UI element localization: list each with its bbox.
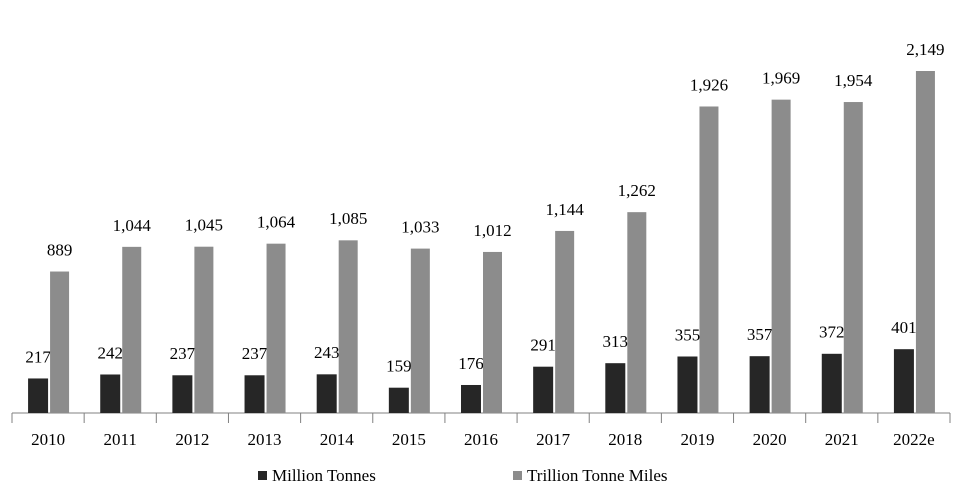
bar [555, 230, 575, 413]
x-tick-label: 2022e [893, 430, 935, 449]
value-label: 243 [314, 343, 340, 362]
value-label: 237 [170, 344, 196, 363]
bar [266, 243, 286, 413]
value-label: 1,044 [113, 216, 152, 235]
value-label: 1,085 [329, 209, 367, 228]
value-label: 401 [891, 318, 917, 337]
bar [843, 102, 863, 414]
x-tick-label: 2017 [536, 430, 571, 449]
legend-label: Million Tonnes [272, 466, 376, 485]
x-tick-label: 2018 [608, 430, 642, 449]
value-label: 889 [47, 240, 73, 259]
bar [122, 246, 142, 413]
bar [483, 251, 502, 413]
bar [316, 374, 337, 413]
value-label: 355 [675, 325, 701, 344]
x-tick-label: 2021 [825, 430, 859, 449]
bar [627, 212, 647, 413]
value-label: 313 [603, 332, 629, 351]
bar [100, 374, 121, 413]
bar [749, 356, 770, 413]
value-label: 2,149 [906, 40, 944, 59]
x-tick-label: 2019 [680, 430, 714, 449]
x-tick-label: 2014 [320, 430, 355, 449]
value-label: 291 [530, 336, 556, 355]
value-label: 1,033 [401, 218, 439, 237]
bar [28, 378, 49, 413]
bar [821, 353, 842, 413]
bar [699, 106, 719, 413]
x-tick-label: 2012 [175, 430, 209, 449]
x-tick-label: 2013 [248, 430, 282, 449]
value-label: 1,045 [185, 216, 223, 235]
bar [461, 384, 481, 413]
value-label: 1,969 [762, 69, 800, 88]
value-label: 357 [747, 325, 773, 344]
x-tick-label: 2011 [104, 430, 137, 449]
bar [172, 375, 193, 413]
legend-label: Trillion Tonne Miles [527, 466, 668, 485]
bar [605, 363, 626, 413]
value-label: 1,926 [690, 75, 728, 94]
bar [771, 99, 791, 414]
x-tick-label: 2010 [31, 430, 65, 449]
x-tick-label: 2016 [464, 430, 498, 449]
value-label: 1,262 [618, 181, 656, 200]
value-label: 217 [25, 347, 51, 366]
bar [677, 356, 698, 413]
value-label: 159 [386, 357, 412, 376]
bar [194, 246, 214, 413]
value-label: 1,012 [473, 221, 511, 240]
value-label: 372 [819, 323, 845, 342]
value-label: 1,064 [257, 213, 296, 232]
x-tick-label: 2020 [753, 430, 787, 449]
value-label: 237 [242, 344, 268, 363]
bar [893, 349, 914, 413]
bar [338, 240, 358, 413]
x-tick-label: 2015 [392, 430, 426, 449]
legend-swatch [258, 471, 267, 480]
bar [915, 71, 935, 413]
value-label: 176 [458, 354, 484, 373]
value-label: 242 [97, 343, 123, 362]
bar [410, 248, 430, 413]
bar [244, 375, 265, 413]
bar [388, 387, 409, 413]
legend-swatch [513, 471, 522, 480]
value-label: 1,144 [546, 200, 585, 219]
value-label: 1,954 [834, 71, 873, 90]
bar [50, 271, 70, 413]
bar [533, 366, 554, 413]
